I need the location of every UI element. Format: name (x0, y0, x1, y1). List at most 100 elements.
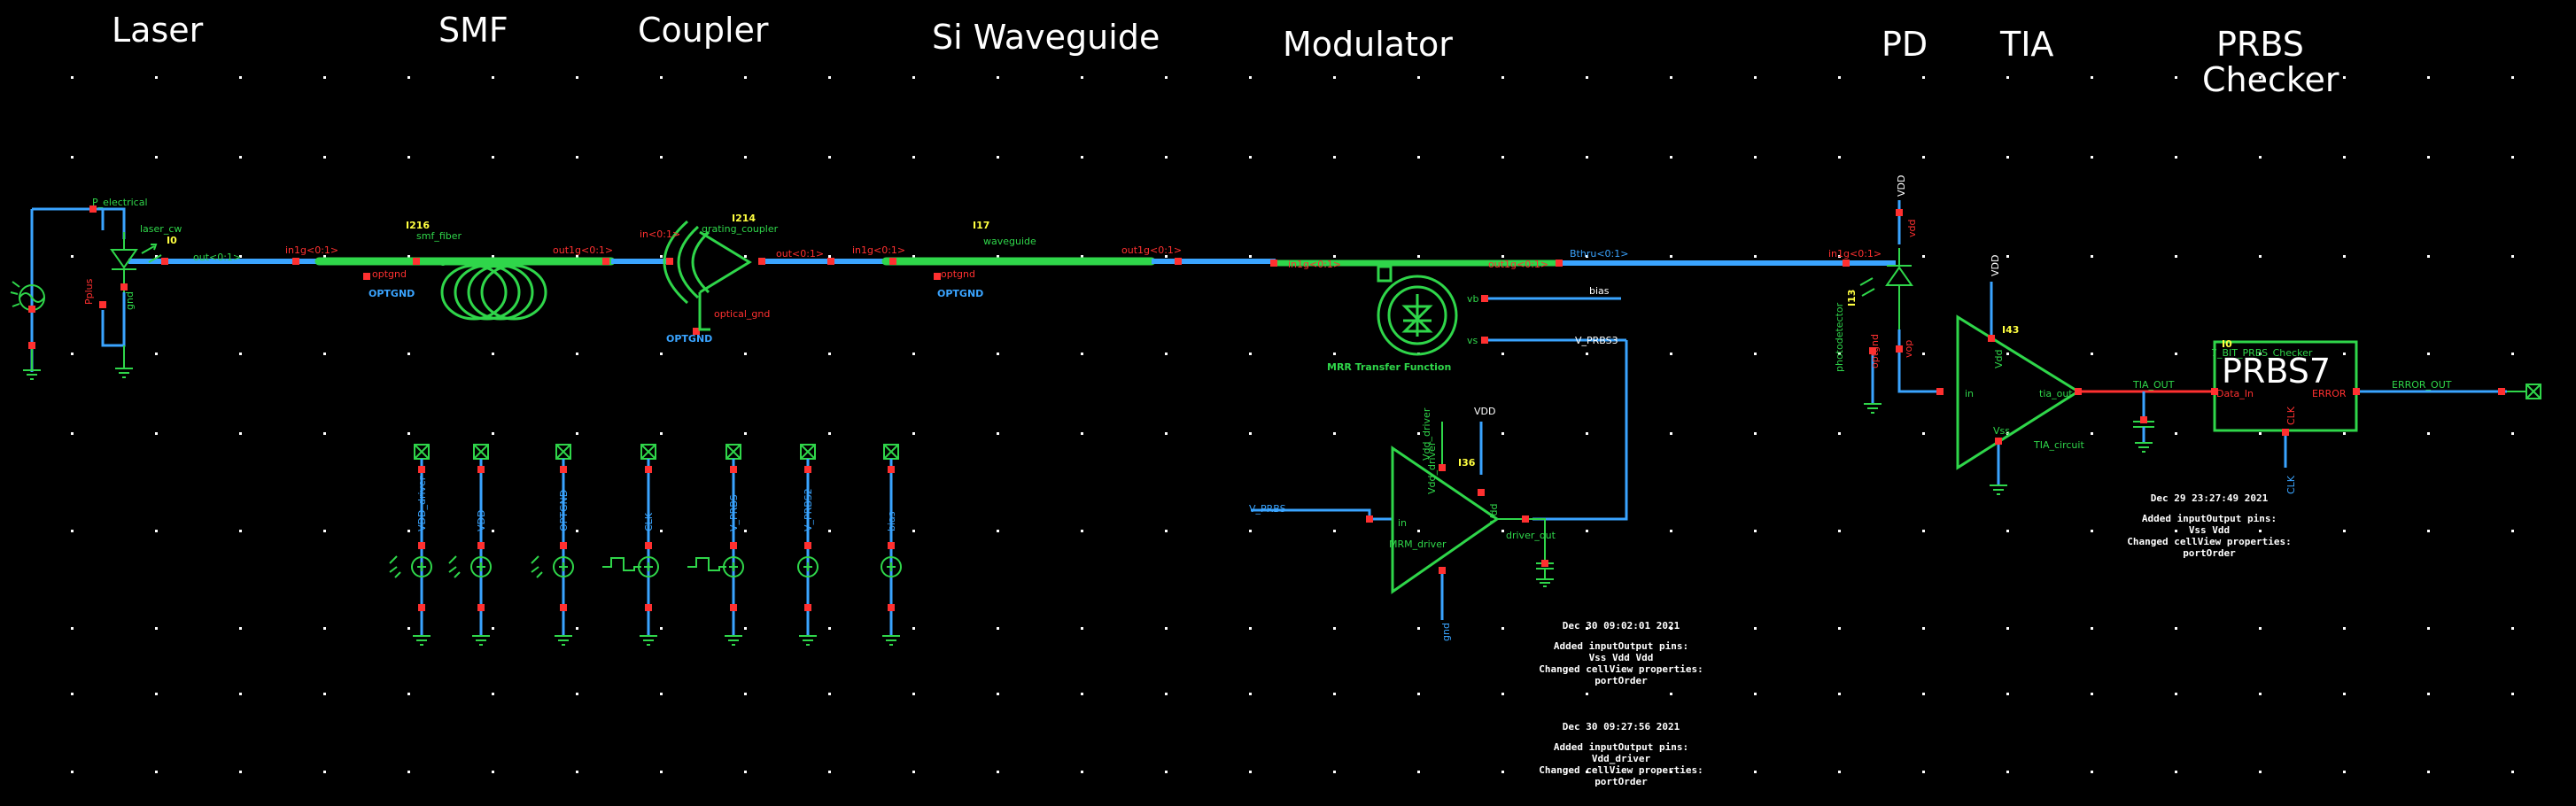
smf-name: smf_fiber (416, 230, 462, 242)
grid-dot (744, 627, 747, 630)
grid-dot (997, 693, 999, 695)
grid-dot (1586, 255, 1588, 258)
source-vdd[interactable]: VDD (448, 444, 492, 646)
grid-dot (1417, 156, 1420, 159)
photodiode-icon (1859, 248, 1913, 414)
grid-dot (1081, 432, 1083, 435)
grid-dot (1670, 353, 1672, 355)
grid-dot (2006, 432, 2009, 435)
source-bank[interactable]: VDD_driver VDD OPTGND CLK V_PRBS V_PRBS2 bias (389, 444, 902, 646)
grid-dot (2427, 156, 2430, 159)
io-pin-icon[interactable] (473, 444, 489, 460)
modulator-block[interactable]: in1g<0:1> out1g<0:1> Bthru<0:1> vb vs bi… (1270, 248, 1628, 373)
note-1-line-1: Added inputOutput pins: (1553, 640, 1689, 652)
source-optgnd[interactable]: OPTGND (531, 444, 574, 646)
grid-dot (1838, 353, 1841, 355)
driver-block[interactable]: V_PRBS in MRM_driver I36 VDD Vdd_driver … (1249, 340, 1628, 641)
pd-block[interactable]: in1g<0:1> VDD vdd I13 photodetector vop … (1828, 175, 1940, 414)
io-pin-icon[interactable] (725, 444, 741, 460)
grid-dot (1165, 432, 1168, 435)
io-pin-icon[interactable] (555, 444, 571, 460)
laser-block[interactable]: P_electrical laser_cw I0 out<0:1> Pplus … (10, 197, 241, 380)
source-v-prbs[interactable]: V_PRBS (687, 444, 744, 646)
grid-dot (155, 530, 158, 532)
optical-bus[interactable] (128, 257, 1843, 267)
grid-dots (71, 76, 2514, 773)
grid-dot (2511, 353, 2514, 355)
tia-name: TIA_circuit (2033, 439, 2084, 451)
grid-dot (1081, 627, 1083, 630)
checker-block[interactable]: 7_BIT_PRBS_Checker I0 Data_In ERROR CLK … (2211, 338, 2541, 494)
checker-clk-net: CLK (2285, 475, 2297, 494)
note-3-line-3: Changed cellView properties: (2127, 536, 2292, 547)
grid-dot (1165, 530, 1168, 532)
mod-bias-net: bias (1589, 285, 1610, 297)
io-pin-icon[interactable] (800, 444, 816, 460)
grid-dot (2343, 156, 2346, 159)
grid-dot (323, 255, 326, 258)
coupler-gnd-label: OPTGND (666, 333, 712, 345)
grid-dot (1501, 693, 1504, 695)
grid-dot (2511, 432, 2514, 435)
grid-dot (576, 156, 578, 159)
tia-block[interactable]: in tia_out Vdd VDD I43 Vss TIA_circuit T… (1936, 255, 2215, 495)
ground-icon (472, 635, 490, 646)
grid-dot (1754, 530, 1757, 532)
grid-dot (1417, 76, 1420, 79)
pd-name: photodetector (1834, 302, 1845, 372)
error-out-pin-icon[interactable] (2507, 384, 2541, 399)
grid-dot (1081, 255, 1083, 258)
pd-gnd-pin: optgnd (1869, 334, 1881, 368)
driver-in-net: V_PRBS (1249, 503, 1286, 515)
grid-dot (1922, 627, 1925, 630)
grid-dot (828, 156, 831, 159)
grid-dot (2175, 255, 2177, 258)
grid-dot (2427, 255, 2430, 258)
grid-dot (492, 693, 494, 695)
ground-icon (555, 635, 572, 646)
title-tia: TIA (2000, 25, 2054, 64)
grid-dot (2175, 530, 2177, 532)
source-v-prbs2[interactable]: V_PRBS2 (797, 444, 819, 646)
grid-dot (1670, 627, 1672, 630)
checker-data-pin: Data_In (2216, 388, 2254, 399)
io-pin-icon[interactable] (883, 444, 899, 460)
source-bias[interactable]: bias (881, 444, 902, 646)
grid-dot (71, 771, 74, 773)
driver-gnd-pin: gnd (1440, 623, 1452, 641)
grid-dot (2175, 432, 2177, 435)
grid-dot (1333, 156, 1336, 159)
source-vdd-driver[interactable]: VDD_driver (389, 444, 432, 646)
grid-dot (660, 76, 663, 79)
grid-dot (1754, 627, 1757, 630)
coupler-block[interactable]: in<0:1> out<0:1> grating_coupler I214 op… (640, 213, 824, 345)
io-pin-icon[interactable] (640, 444, 656, 460)
grid-dot (407, 693, 410, 695)
source-clk[interactable]: CLK (602, 444, 659, 646)
laser-source-icon (10, 281, 45, 380)
driver-vdd-side: Vdd (1488, 504, 1500, 523)
grid-dot (323, 530, 326, 532)
grid-dot (1922, 76, 1925, 79)
grid-dot (997, 432, 999, 435)
laser-name: laser_cw (140, 223, 182, 235)
grid-dot (1333, 76, 1336, 79)
laser-pplus: Pplus (83, 278, 95, 305)
grid-dot (492, 627, 494, 630)
waveguide-block[interactable]: in1g<0:1> out1g<0:1> waveguide I17 optgn… (827, 220, 1182, 299)
grid-dot (155, 432, 158, 435)
tia-in-pin: in (1965, 388, 1974, 399)
grid-dot (2511, 771, 2514, 773)
note-2-line-2: Vdd_driver (1591, 753, 1651, 764)
grid-dot (744, 693, 747, 695)
tia-vdd-pin: Vdd (1993, 350, 2005, 369)
grid-dot (576, 76, 578, 79)
io-pin-icon[interactable] (414, 444, 430, 460)
grid-dot (2091, 353, 2093, 355)
grid-dot (492, 530, 494, 532)
grid-dot (2175, 771, 2177, 773)
grid-dot (2175, 693, 2177, 695)
smf-block[interactable]: in1g<0:1> out1g<0:1> smf_fiber I216 optg… (285, 220, 613, 321)
grid-dot (155, 255, 158, 258)
